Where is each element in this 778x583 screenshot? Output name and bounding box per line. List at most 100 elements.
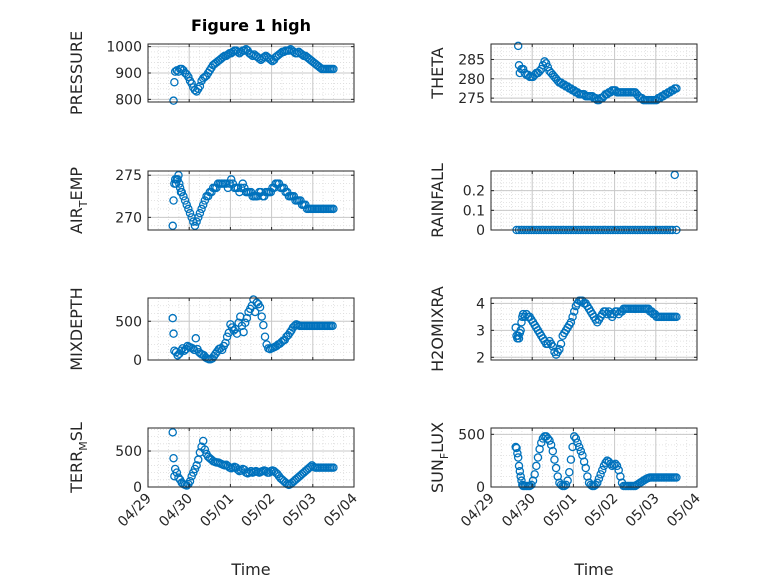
- data-point: [527, 480, 536, 490]
- data-point: [515, 466, 525, 476]
- y-tick-label: 500: [115, 444, 142, 460]
- figure-title: Figure 1 high: [191, 16, 311, 35]
- subplot-3: 270 275 AIRTEMP: [67, 167, 355, 234]
- data-point: [329, 64, 338, 74]
- y-tick-label: 0.1: [463, 203, 485, 219]
- data-point: [240, 318, 250, 328]
- data-point: [537, 438, 546, 447]
- data-point: [197, 204, 206, 214]
- y-tick-label: 2: [476, 350, 485, 366]
- y-tick-label: 4: [476, 296, 485, 312]
- data-point: [168, 428, 177, 437]
- y-axis-label: AIRTEMP: [67, 167, 90, 234]
- y-axis-label: H2OMIXRA: [428, 286, 447, 372]
- y-axis-label: SUNFLUX: [428, 422, 451, 493]
- y-tick-label: 0: [133, 353, 142, 369]
- data-point: [188, 344, 197, 353]
- data-point: [174, 170, 183, 180]
- data-point: [180, 196, 190, 205]
- data-point: [259, 320, 268, 330]
- y-axis-label: THETA: [428, 47, 447, 99]
- data-point: [185, 208, 195, 218]
- y-axis-label-text: TERR: [67, 451, 86, 494]
- data-point: [581, 463, 591, 473]
- data-point: [612, 461, 622, 471]
- y-axis-label-text: H2OMIXRA: [428, 286, 447, 372]
- data-point: [169, 196, 178, 205]
- data-point: [611, 459, 620, 469]
- data-point: [573, 438, 582, 447]
- y-tick-label: 500: [115, 314, 142, 330]
- data-point: [571, 434, 581, 443]
- data-point: [565, 467, 574, 477]
- y-axis-label-subscript: M: [77, 441, 90, 451]
- y-axis-label-subscript: T: [77, 200, 90, 208]
- data-point: [597, 465, 607, 475]
- data-point: [328, 321, 337, 331]
- data-point: [200, 445, 210, 454]
- data-point: [173, 175, 182, 184]
- data-point: [221, 338, 230, 348]
- data-point: [516, 326, 525, 335]
- y-tick-label: 800: [115, 92, 142, 108]
- data-point: [260, 332, 270, 341]
- axes-box: [490, 43, 698, 103]
- data-point: [532, 461, 541, 471]
- data-point: [222, 332, 232, 341]
- data-point: [191, 334, 201, 343]
- y-axis-label-subscript: F: [438, 453, 451, 459]
- y-tick-label: 275: [458, 91, 485, 107]
- data-point: [195, 81, 205, 91]
- data-point: [566, 318, 576, 327]
- data-point: [239, 327, 248, 337]
- data-point: [175, 183, 185, 193]
- axes-box: [147, 297, 355, 361]
- data-point: [168, 313, 177, 323]
- data-point: [177, 187, 187, 197]
- y-axis-label: TERRMSL: [67, 422, 90, 494]
- data-point: [217, 345, 227, 355]
- data-point: [672, 473, 681, 482]
- y-axis-label-rest: LUX: [428, 422, 447, 453]
- data-point: [593, 478, 602, 488]
- data-point: [566, 455, 576, 464]
- data-point: [513, 449, 522, 458]
- data-point: [596, 470, 605, 479]
- data-point: [172, 468, 182, 477]
- y-axis-label: MIXDEPTH: [67, 287, 86, 370]
- x-axis-label-left: Time: [230, 560, 270, 579]
- data-point: [184, 204, 193, 214]
- data-point: [548, 446, 558, 456]
- data-point: [169, 453, 178, 463]
- y-axis-label-rest: SL: [67, 422, 86, 441]
- data-point: [175, 179, 184, 188]
- data-point: [569, 307, 579, 316]
- subplot-2: 275 280 285 THETA: [428, 41, 698, 107]
- data-point: [563, 476, 572, 485]
- data-point: [179, 192, 188, 201]
- y-axis-label-text: THETA: [428, 47, 447, 99]
- data-point: [541, 59, 551, 68]
- data-point: [255, 303, 265, 312]
- data-point: [185, 476, 195, 486]
- data-point: [574, 442, 584, 452]
- y-tick-label: 0.2: [463, 184, 485, 200]
- y-tick-label: 270: [115, 210, 142, 226]
- y-tick-label: 280: [458, 72, 485, 88]
- data-point: [236, 183, 246, 193]
- data-point: [257, 312, 266, 321]
- data-point: [512, 443, 521, 453]
- data-point: [189, 217, 198, 226]
- data-point: [516, 472, 525, 481]
- data-point: [182, 200, 191, 209]
- data-point: [511, 323, 520, 332]
- data-point: [591, 480, 600, 490]
- data-point: [192, 461, 201, 470]
- data-point: [190, 221, 200, 231]
- subplot-1: 800 900 1000 PRESSURE: [67, 31, 355, 115]
- data-point: [176, 346, 186, 355]
- data-point: [514, 334, 524, 343]
- data-point: [187, 79, 196, 88]
